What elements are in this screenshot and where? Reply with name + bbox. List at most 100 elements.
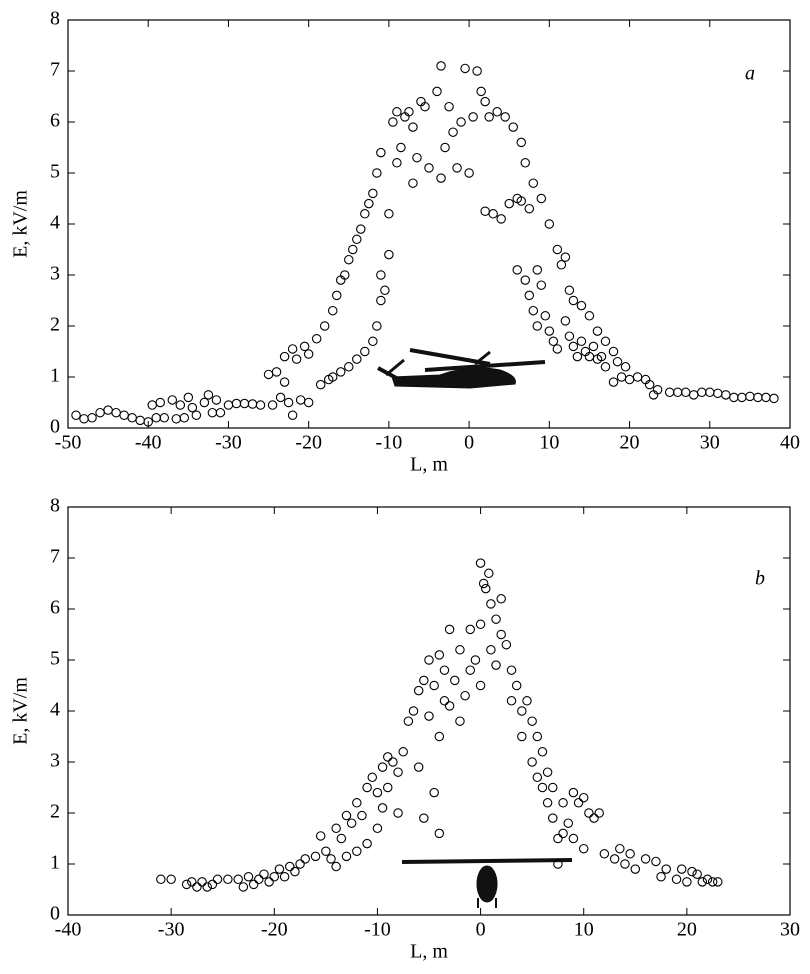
x-tick-label: 30	[780, 919, 800, 941]
data-point	[542, 767, 553, 777]
data-point	[215, 407, 226, 418]
data-point	[452, 163, 462, 173]
data-point	[404, 107, 414, 117]
x-tick-label: -40	[135, 432, 162, 454]
data-point	[492, 107, 502, 117]
data-point	[506, 665, 517, 675]
data-point	[552, 244, 563, 255]
data-point	[456, 117, 466, 127]
data-point	[560, 316, 571, 326]
data-point	[393, 767, 403, 777]
data-point	[478, 578, 489, 589]
data-point	[327, 372, 338, 382]
data-point	[95, 407, 105, 418]
data-point	[680, 387, 691, 398]
x-tick-label: 20	[620, 432, 640, 454]
data-point	[181, 879, 192, 890]
data-point	[382, 752, 393, 762]
data-point	[159, 413, 170, 423]
data-point	[745, 391, 755, 402]
data-point	[671, 874, 682, 885]
data-point	[713, 388, 723, 399]
data-point	[290, 866, 300, 877]
data-point	[419, 813, 429, 823]
data-point	[436, 173, 446, 183]
data-point	[532, 321, 543, 331]
data-point	[544, 326, 555, 336]
data-point	[331, 823, 341, 834]
y-tick-label: 1	[50, 365, 60, 387]
data-point	[287, 344, 298, 354]
data-point	[460, 63, 470, 74]
data-point	[517, 706, 527, 716]
data-point	[392, 158, 402, 168]
data-point	[187, 402, 198, 413]
data-point	[377, 762, 388, 772]
data-point	[475, 680, 486, 691]
data-point	[247, 399, 258, 409]
data-point	[103, 405, 113, 415]
data-point	[274, 864, 285, 874]
y-tick-label: 6	[50, 110, 60, 132]
data-point	[444, 101, 454, 112]
data-point	[496, 629, 506, 640]
data-point	[388, 117, 398, 127]
data-point	[175, 400, 186, 410]
data-point	[484, 568, 494, 579]
x-tick-label: -30	[215, 432, 242, 454]
data-point	[223, 400, 234, 410]
x-tick-label: -40	[55, 919, 82, 941]
x-tick-label: 20	[677, 919, 697, 941]
data-point	[336, 833, 347, 844]
data-point	[522, 696, 532, 706]
data-point	[248, 879, 259, 890]
data-point	[396, 142, 406, 153]
data-point	[357, 810, 367, 821]
data-point	[372, 787, 383, 798]
data-point	[450, 675, 460, 686]
plot-frame	[67, 506, 791, 916]
data-point	[448, 127, 458, 137]
data-point	[436, 61, 446, 71]
x-tick-label: -50	[55, 432, 82, 454]
data-point	[713, 877, 723, 887]
data-point	[295, 395, 306, 405]
data-point	[299, 341, 310, 352]
data-point	[424, 711, 434, 721]
data-point	[527, 757, 537, 767]
data-point	[576, 336, 587, 347]
data-point	[300, 854, 310, 864]
data-point	[364, 198, 374, 209]
data-point	[191, 410, 202, 420]
data-point	[259, 869, 269, 879]
data-point	[620, 362, 631, 372]
data-point	[183, 392, 194, 403]
data-point	[536, 193, 547, 204]
data-point	[344, 362, 354, 372]
data-point	[344, 254, 354, 265]
data-point	[384, 249, 394, 260]
x-tick-label: -20	[295, 432, 322, 454]
data-point	[360, 346, 370, 357]
data-point	[532, 772, 543, 783]
y-tick-label: 5	[50, 161, 60, 183]
data-point	[475, 558, 486, 568]
data-point	[532, 265, 543, 275]
data-point	[356, 224, 366, 234]
data-point	[192, 882, 202, 892]
data-point	[341, 851, 352, 862]
data-point	[319, 321, 330, 331]
data-point	[455, 645, 465, 655]
y-tick-label: 5	[50, 648, 60, 670]
data-point	[517, 731, 527, 742]
data-point	[368, 336, 378, 347]
y-tick-label: 6	[50, 597, 60, 619]
data-point	[544, 219, 555, 229]
data-point	[578, 792, 589, 803]
data-point	[480, 583, 491, 594]
data-point	[360, 209, 370, 219]
data-point	[609, 854, 620, 864]
data-point	[341, 810, 352, 821]
data-point	[572, 351, 583, 362]
y-axis-label: E, kV/m	[10, 677, 32, 745]
